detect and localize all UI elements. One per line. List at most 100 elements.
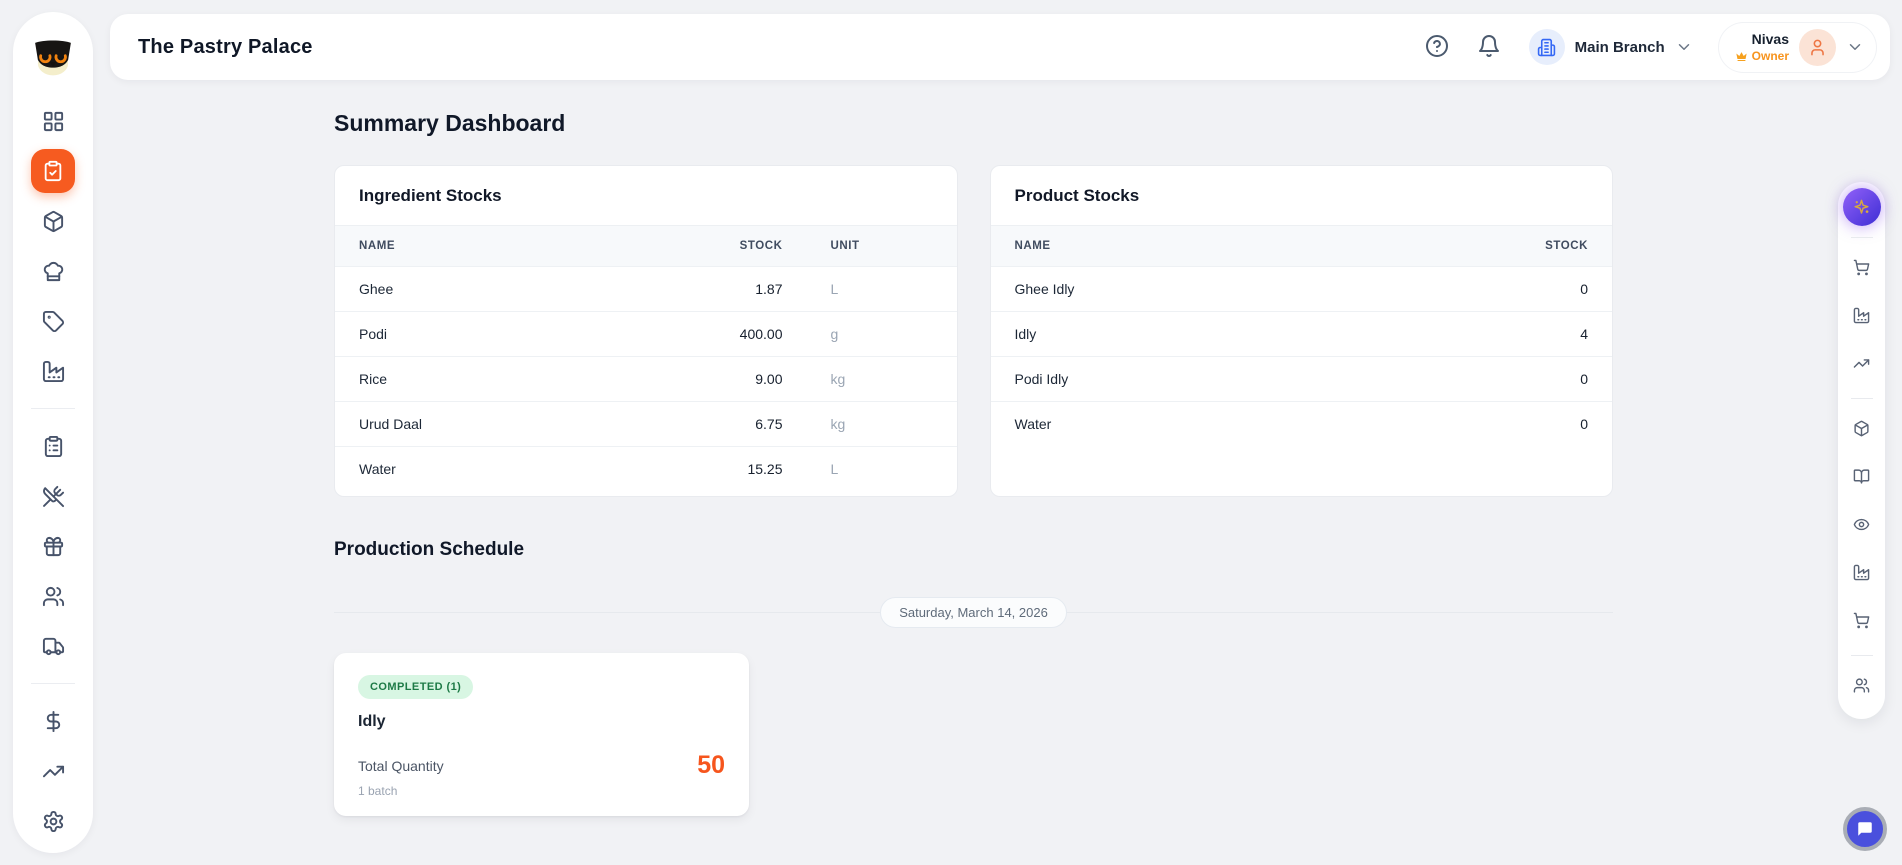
- product-stocks-table: NAME STOCK Ghee Idly 0 Idly 4: [990, 226, 1612, 446]
- status-badge: COMPLETED (1): [358, 675, 474, 699]
- package-icon: [43, 210, 63, 232]
- sidebar-item-settings[interactable]: [13, 796, 93, 846]
- schedule-date-divider: Saturday, March 14, 2026: [334, 596, 1613, 628]
- table-row: Idly 4: [990, 310, 1612, 356]
- crown-icon: [1736, 51, 1747, 61]
- production-schedule-title: Production Schedule: [334, 539, 525, 560]
- sidebar-item-dashboard[interactable]: [13, 96, 93, 146]
- sidebar-item-factory[interactable]: [13, 346, 93, 396]
- sparkles-ai-icon: [1854, 199, 1869, 214]
- column-header-stock: STOCK: [1545, 239, 1588, 252]
- notifications-button[interactable]: [1477, 34, 1503, 60]
- sidebar-item-pricing[interactable]: [13, 296, 93, 346]
- ingredient-name: Ghee: [335, 265, 657, 311]
- ingredient-stock: 6.75: [656, 400, 807, 446]
- ai-assistant-button[interactable]: [1842, 188, 1881, 226]
- ingredient-stock: 1.87: [656, 265, 807, 311]
- chef-hat-icon: [43, 261, 63, 281]
- table-header-row: NAME STOCK: [990, 226, 1612, 266]
- settings-icon: [43, 810, 63, 832]
- branch-selector[interactable]: Main Branch: [1528, 29, 1693, 65]
- users-icon: [1853, 677, 1870, 693]
- product-name: Idly: [990, 310, 1462, 356]
- sidebar-item-inventory[interactable]: [13, 196, 93, 246]
- quick-cart-button-2[interactable]: [1838, 596, 1885, 644]
- sidebar-item-recipes[interactable]: [13, 246, 93, 296]
- sidebar-item-analytics[interactable]: [13, 746, 93, 796]
- quick-factory-button-2[interactable]: [1838, 548, 1885, 596]
- column-header-unit: UNIT: [830, 239, 860, 252]
- sidebar-item-customers[interactable]: [13, 571, 93, 621]
- table-row: Water 15.25 L: [335, 445, 957, 491]
- product-name: Ghee Idly: [990, 265, 1462, 311]
- tag-icon: [42, 310, 64, 332]
- table-row: Water 0: [990, 400, 1612, 446]
- dashboard-grid-icon: [43, 111, 63, 131]
- quick-cart-button[interactable]: [1838, 243, 1885, 291]
- ingredient-unit: g: [806, 310, 957, 356]
- user-avatar: [1799, 28, 1836, 66]
- ingredient-stocks-title: Ingredient Stocks: [335, 166, 957, 226]
- utensils-crossed-icon: [42, 485, 64, 507]
- quick-users-button[interactable]: [1838, 661, 1885, 709]
- product-stocks-title: Product Stocks: [990, 166, 1612, 226]
- sidebar-item-orders[interactable]: [13, 421, 93, 471]
- product-name: Podi Idly: [990, 355, 1462, 401]
- page-title: Summary Dashboard: [334, 110, 566, 136]
- quick-view-button[interactable]: [1838, 500, 1885, 548]
- ingredient-name: Water: [335, 445, 657, 491]
- user-menu[interactable]: Nivas Owner: [1718, 22, 1876, 72]
- ingredient-name: Podi: [335, 310, 657, 356]
- bell-icon: [1478, 35, 1499, 57]
- help-button[interactable]: [1425, 34, 1451, 60]
- sidebar-item-finance[interactable]: [13, 696, 93, 746]
- rail-divider: [1850, 237, 1873, 238]
- owl-logo[interactable]: [31, 36, 75, 80]
- trending-up-icon: [42, 765, 64, 777]
- table-row: Ghee Idly 0: [990, 265, 1612, 311]
- sidebar-item-production-active[interactable]: [13, 146, 93, 196]
- chevron-down-icon: [1678, 44, 1689, 50]
- ingredient-stock: 15.25: [656, 445, 807, 491]
- ingredient-stocks-table: NAME STOCK UNIT Ghee 1.87 L: [335, 226, 957, 491]
- quick-package-button[interactable]: [1838, 404, 1885, 452]
- sidebar-item-offers[interactable]: [13, 521, 93, 571]
- sidebar-divider: [31, 408, 75, 409]
- active-highlight: [31, 149, 75, 193]
- building-icon: [1537, 38, 1556, 56]
- help-circle-icon: [1425, 35, 1448, 57]
- chat-button[interactable]: [1843, 807, 1887, 851]
- gift-icon: [43, 536, 63, 556]
- column-header-stock: STOCK: [739, 239, 783, 252]
- package-icon: [1854, 420, 1869, 436]
- quick-catalog-button[interactable]: [1838, 452, 1885, 500]
- ingredient-name: Rice: [335, 355, 657, 401]
- sidebar-item-delivery[interactable]: [13, 621, 93, 671]
- quick-trends-button[interactable]: [1838, 339, 1885, 387]
- rail-divider: [1850, 655, 1873, 656]
- table-row: Rice 9.00 kg: [335, 355, 957, 401]
- ingredient-stocks-card: Ingredient Stocks NAME STOCK UNIT Ghee 1…: [334, 165, 958, 497]
- batch-product-name: Idly: [358, 713, 386, 730]
- product-stock: 4: [1462, 310, 1612, 356]
- batch-count: 1 batch: [358, 784, 398, 798]
- main-content: Summary Dashboard Ingredient Stocks NAME…: [334, 96, 1613, 816]
- left-sidebar: [13, 12, 93, 853]
- sidebar-divider: [31, 683, 75, 684]
- product-name: Water: [990, 400, 1462, 446]
- clipboard-list-icon: [44, 435, 62, 457]
- column-header-name: NAME: [1014, 239, 1051, 252]
- user-name: Nivas: [1751, 31, 1789, 47]
- shopping-cart-icon: [1853, 259, 1870, 275]
- trending-up-icon: [1853, 358, 1870, 368]
- table-row: Podi Idly 0: [990, 355, 1612, 401]
- chevron-down-icon: [1849, 44, 1861, 50]
- sidebar-item-dining[interactable]: [13, 471, 93, 521]
- branch-avatar: [1528, 29, 1565, 65]
- ingredient-unit: kg: [806, 400, 957, 446]
- factory-icon: [1853, 564, 1870, 580]
- quick-factory-button[interactable]: [1838, 291, 1885, 339]
- branch-name: Main Branch: [1574, 38, 1665, 56]
- table-row: Podi 400.00 g: [335, 310, 957, 356]
- production-batch-card[interactable]: COMPLETED (1) Idly Total Quantity 50 1 b…: [334, 653, 749, 816]
